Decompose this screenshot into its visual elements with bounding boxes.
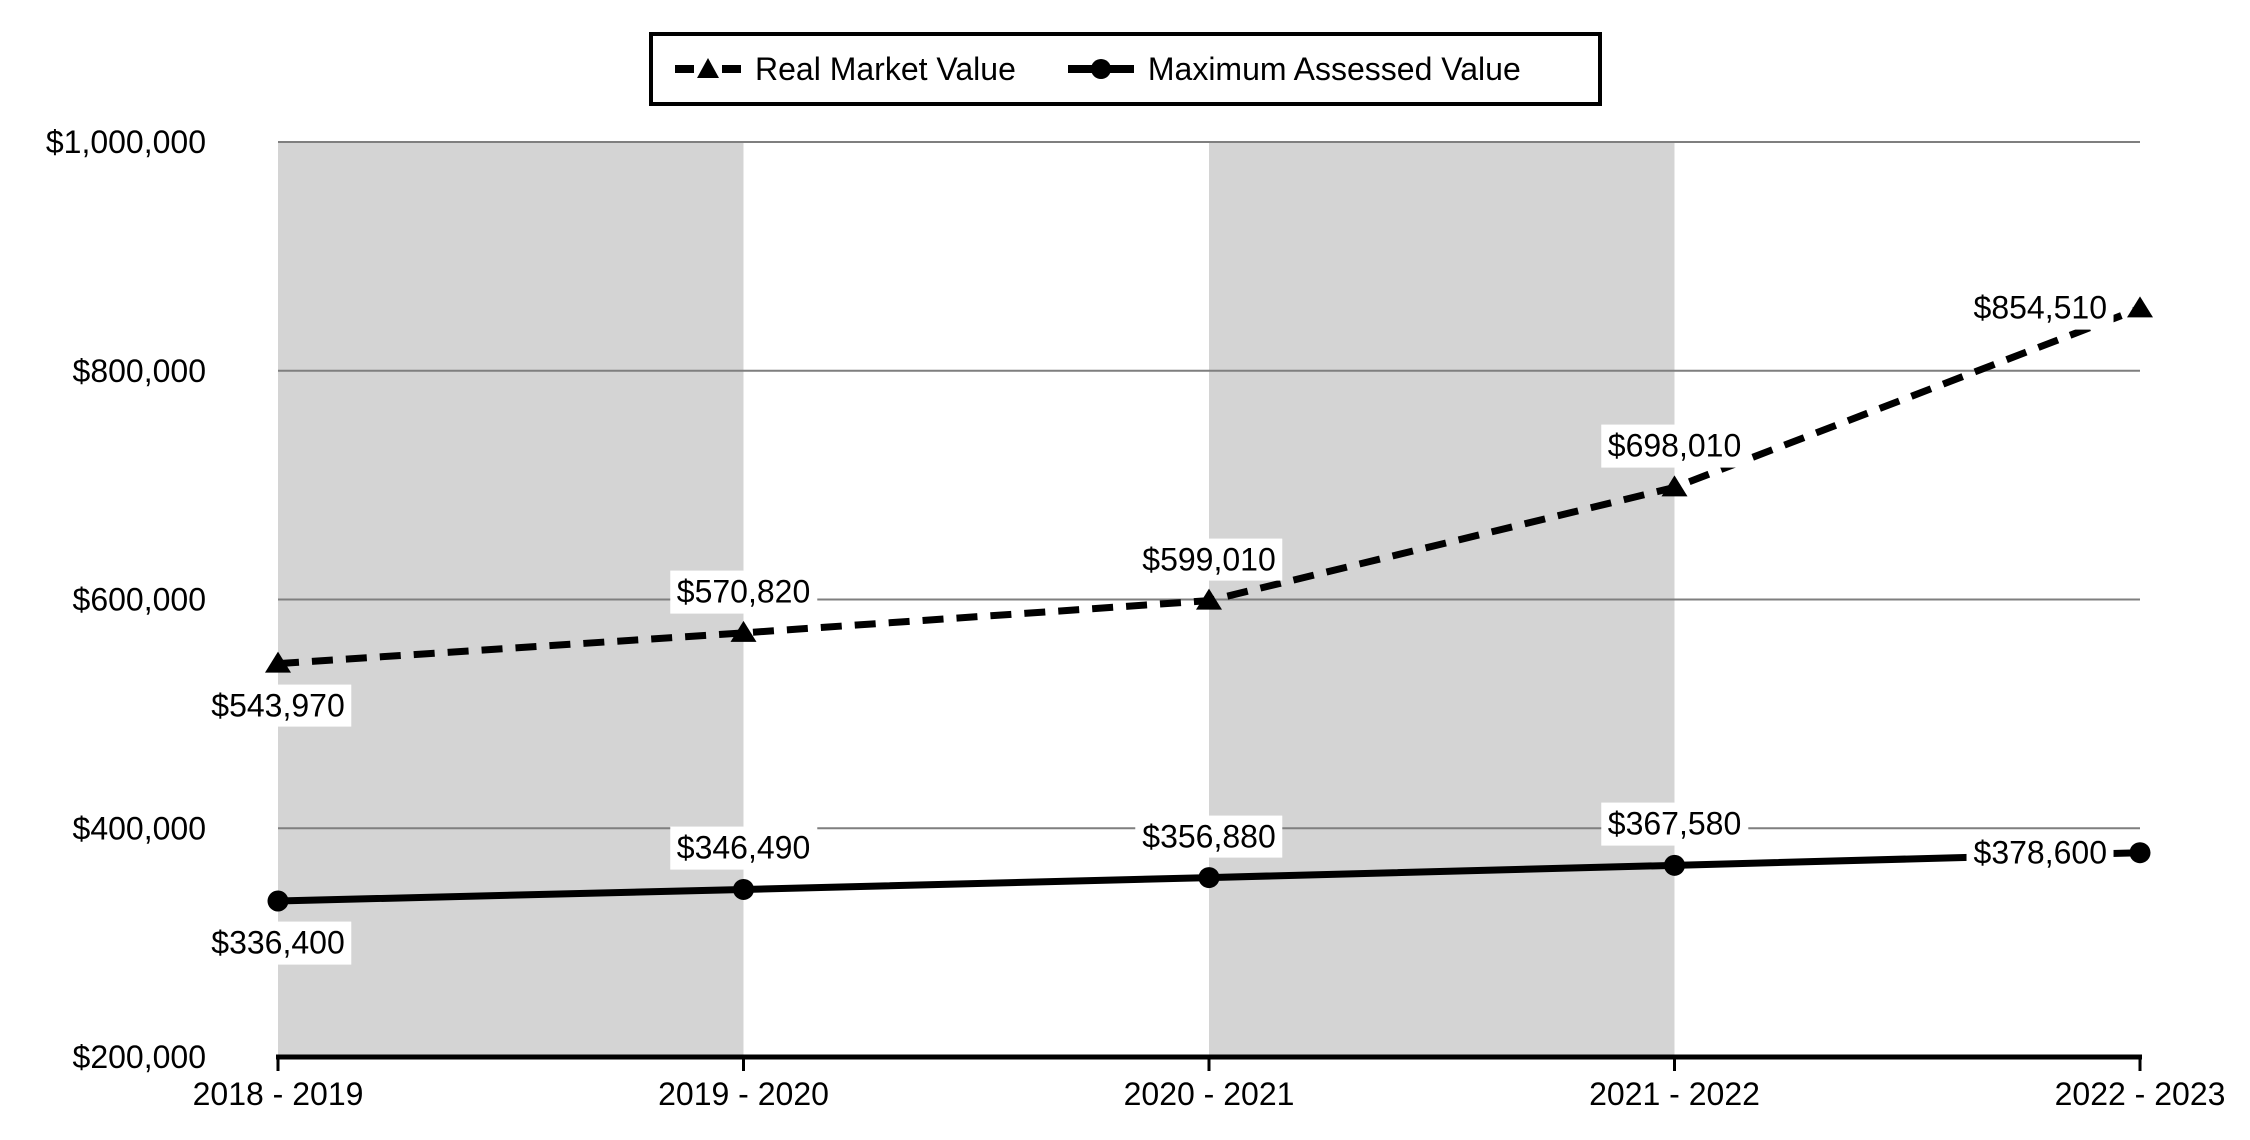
x-axis-tick-label: 2022 - 2023 (2055, 1076, 2226, 1112)
y-axis-tick-label: $800,000 (73, 353, 206, 389)
solid-line-circle-marker-icon (1067, 59, 1134, 79)
circle-marker-icon (2129, 842, 2151, 864)
x-axis-tick-label: 2018 - 2019 (193, 1076, 364, 1112)
triangle-marker-icon (2127, 296, 2153, 318)
triangle-marker-icon (1661, 475, 1688, 497)
legend-item-real-market-value: Real Market Value (675, 51, 1016, 88)
legend-label-real-market-value: Real Market Value (755, 50, 1016, 87)
x-axis-tick-label: 2020 - 2021 (1124, 1076, 1295, 1112)
triangle-marker-icon (1196, 588, 1222, 610)
dashed-line-triangle-marker-icon (675, 58, 741, 78)
circle-marker-icon (267, 890, 289, 912)
circle-marker-icon (1664, 854, 1685, 876)
y-axis-tick-label: $600,000 (73, 582, 206, 618)
legend: Real Market Value Maximum Assessed Value (649, 32, 1602, 106)
circle-marker-icon (1198, 867, 1220, 889)
legend-label-maximum-assessed-value: Maximum Assessed Value (1147, 50, 1521, 87)
x-axis-tick-label: 2021 - 2022 (1589, 1076, 1760, 1112)
legend-item-maximum-assessed-value: Maximum Assessed Value (1067, 50, 1521, 88)
x-axis-tick-label: 2019 - 2020 (658, 1076, 829, 1112)
triangle-marker-icon (265, 651, 291, 673)
y-axis-tick-label: $200,000 (73, 1039, 206, 1075)
triangle-marker-icon (730, 620, 757, 642)
y-axis-tick-label: $1,000,000 (46, 124, 206, 160)
y-axis-tick-label: $400,000 (73, 810, 206, 846)
circle-marker-icon (733, 878, 754, 900)
